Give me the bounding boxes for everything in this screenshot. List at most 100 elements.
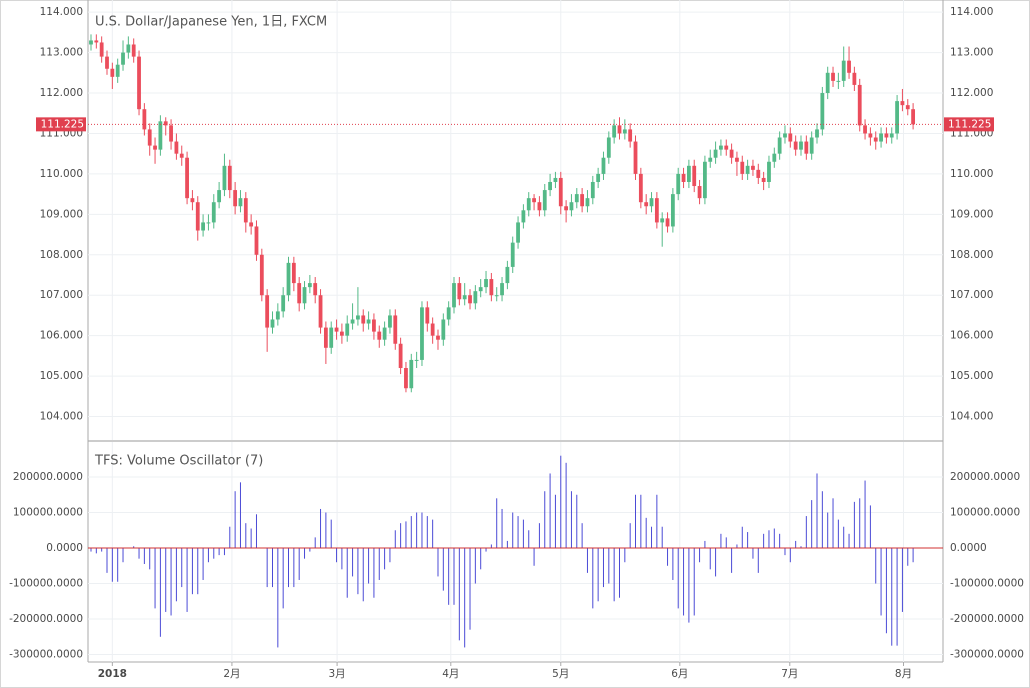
y-tick-label-right: -300000.0000 [950, 649, 1024, 661]
candle-body [873, 137, 878, 142]
candle-body [516, 222, 520, 243]
candle-body [372, 319, 376, 332]
y-tick-label-right: 105.000 [950, 370, 993, 382]
y-tick-label-left: 107.000 [40, 289, 83, 301]
candle-body [841, 60, 846, 81]
candle-body [484, 279, 488, 288]
candle-body [238, 198, 243, 207]
last-price-box [944, 117, 994, 132]
candle-body [879, 133, 883, 142]
y-tick-label-right: 110.000 [950, 168, 993, 180]
y-tick-label-right: 106.000 [950, 330, 993, 342]
candle-body [820, 93, 825, 130]
candle-body [425, 307, 430, 324]
y-tick-label-right: 114.000 [950, 6, 993, 18]
candle-body [195, 202, 200, 231]
candle-body [110, 68, 115, 77]
x-tick-label: 2018 [98, 668, 127, 680]
y-tick-label-left: -200000.0000 [9, 613, 83, 625]
y-tick-label-left: 100000.0000 [13, 507, 83, 519]
candle-body [190, 198, 195, 203]
candle-body [847, 60, 851, 73]
candle-body [761, 177, 766, 182]
candle-body [366, 319, 371, 324]
candle-body [836, 80, 841, 82]
candle-body [590, 181, 595, 199]
candle-body [131, 44, 136, 57]
candle-body [606, 137, 611, 158]
candle-body [884, 133, 889, 138]
candle-body [243, 198, 248, 223]
candle-body [681, 173, 686, 182]
candle-body [665, 218, 670, 227]
candle-body [265, 295, 270, 328]
candle-body [452, 283, 456, 308]
candle-body [740, 161, 745, 174]
candle-body [286, 262, 291, 296]
candle-body [649, 198, 654, 207]
candle-body [601, 157, 606, 174]
candle-body [121, 52, 125, 65]
candle-body [307, 283, 312, 288]
candle-body [596, 173, 601, 182]
candle-body [569, 202, 574, 211]
candle-body [302, 287, 307, 304]
candle-body [905, 105, 910, 110]
y-tick-label-left: 112.000 [40, 87, 83, 99]
candle-body [270, 319, 275, 328]
candle-body [281, 295, 286, 312]
candle-body [724, 145, 729, 150]
y-tick-label-right: 112.000 [950, 87, 993, 99]
candle-body [521, 210, 526, 223]
candle-body [868, 133, 873, 138]
y-tick-label-right: 104.000 [950, 411, 993, 423]
candle-body [857, 84, 862, 126]
y-tick-label-left: 104.000 [40, 411, 83, 423]
candle-body [505, 266, 510, 284]
candle-body [179, 153, 184, 158]
candle-body [137, 56, 141, 110]
candle-body [441, 319, 446, 340]
candle-body [788, 133, 793, 142]
candle-body [147, 129, 152, 146]
candle-body [729, 149, 734, 158]
candle-body [777, 137, 782, 154]
y-tick-label-left: 106.000 [40, 330, 83, 342]
candle-body [211, 202, 216, 223]
candle-body [633, 141, 638, 174]
candle-body [142, 109, 147, 130]
candle-body [542, 190, 547, 211]
candle-body [356, 315, 360, 320]
candle-body [510, 242, 515, 267]
candle-body [313, 283, 318, 296]
candle-body [414, 359, 419, 361]
candle-body [537, 202, 542, 211]
y-tick-label-left: -100000.0000 [9, 578, 83, 590]
candle-body [339, 331, 344, 336]
candle-body [799, 141, 803, 150]
candle-body [398, 343, 403, 369]
candle-body [804, 141, 809, 154]
candle-body [815, 129, 819, 138]
candle-body [158, 121, 163, 150]
candle-body [793, 141, 798, 150]
candle-body [809, 137, 814, 154]
y-tick-label-right: -200000.0000 [950, 613, 1024, 625]
candle-body [692, 165, 697, 187]
candle-body [334, 327, 339, 332]
candle-body [361, 315, 366, 324]
candle-body [500, 283, 504, 296]
candle-body [558, 177, 563, 207]
candle-body [767, 161, 771, 182]
candle-body [249, 222, 254, 227]
candle-body [409, 359, 414, 389]
candle-body [318, 295, 323, 328]
candle-body [393, 315, 398, 344]
candle-body [686, 165, 691, 182]
candle-body [457, 283, 462, 300]
candle-body [94, 40, 99, 43]
candle-body [163, 121, 168, 126]
y-tick-label-left: -300000.0000 [9, 649, 83, 661]
candle-body [585, 198, 590, 207]
